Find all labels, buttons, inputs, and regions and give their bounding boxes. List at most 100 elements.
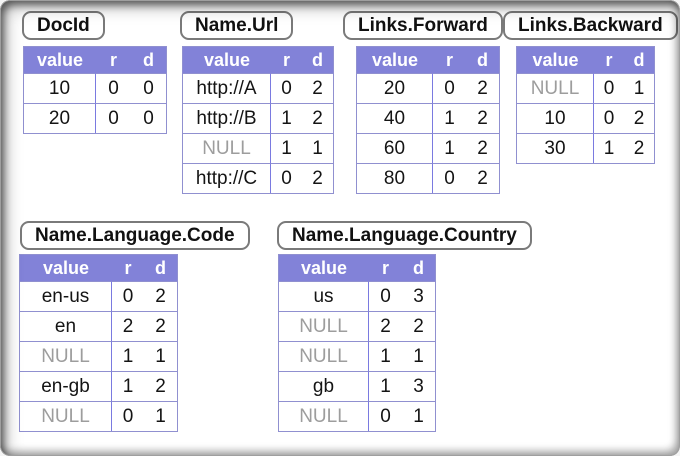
column-header-r: r (112, 255, 144, 281)
column-header-value: value (517, 47, 594, 73)
cell-value: 20 (24, 103, 96, 133)
cell-d: 2 (144, 311, 177, 341)
cell-d: 1 (624, 73, 654, 103)
cell-value: 80 (357, 163, 433, 193)
cell-r: 0 (96, 103, 131, 133)
table-links-forward: value r d 20 0 2 40 1 2 60 1 2 80 0 2 (356, 46, 500, 194)
column-header-r: r (96, 47, 131, 73)
cell-d: 2 (144, 371, 177, 401)
table-links-backward: value r d NULL 0 1 10 0 2 30 1 2 (516, 46, 655, 164)
cell-d: 2 (624, 103, 654, 133)
table-label-name-url: Name.Url (180, 11, 294, 40)
cell-d: 0 (131, 73, 166, 103)
cell-value: 30 (517, 133, 594, 163)
cell-r: 1 (594, 133, 624, 163)
column-header-value: value (24, 47, 96, 73)
cell-value: NULL (517, 73, 594, 103)
cell-d: 2 (302, 73, 333, 103)
cell-d: 0 (131, 103, 166, 133)
cell-r: 1 (433, 133, 466, 163)
cell-d: 2 (302, 103, 333, 133)
cell-value: NULL (279, 401, 369, 431)
cell-d: 2 (624, 133, 654, 163)
cell-r: 1 (271, 133, 302, 163)
column-header-d: d (466, 47, 499, 73)
cell-value: http://B (183, 103, 271, 133)
cell-value: NULL (279, 341, 369, 371)
cell-r: 0 (594, 103, 624, 133)
cell-r: 1 (369, 371, 402, 401)
cell-r: 0 (112, 401, 144, 431)
cell-r: 0 (433, 163, 466, 193)
cell-d: 1 (302, 133, 333, 163)
cell-value: gb (279, 371, 369, 401)
cell-d: 1 (402, 401, 435, 431)
cell-d: 2 (402, 311, 435, 341)
cell-value: http://C (183, 163, 271, 193)
cell-r: 0 (271, 163, 302, 193)
cell-d: 2 (466, 133, 499, 163)
table-name-language-country: value r d us 0 3 NULL 2 2 NULL 1 1 gb 1 3 NULL 0 1 (278, 254, 436, 432)
cell-d: 2 (466, 73, 499, 103)
column-header-value: value (20, 255, 112, 281)
table-label-name-language-code: Name.Language.Code (20, 221, 250, 250)
cell-value: 10 (517, 103, 594, 133)
column-header-r: r (433, 47, 466, 73)
cell-d: 3 (402, 281, 435, 311)
cell-d: 1 (402, 341, 435, 371)
cell-r: 1 (369, 341, 402, 371)
column-header-r: r (369, 255, 402, 281)
column-header-r: r (594, 47, 624, 73)
column-header-r: r (271, 47, 302, 73)
column-header-d: d (302, 47, 333, 73)
table-label-name-language-country: Name.Language.Country (277, 221, 532, 250)
cell-r: 0 (271, 73, 302, 103)
cell-value: 10 (24, 73, 96, 103)
cell-value: en-us (20, 281, 112, 311)
cell-r: 0 (112, 281, 144, 311)
cell-d: 3 (402, 371, 435, 401)
table-name-language-code: value r d en-us 0 2 en 2 2 NULL 1 1 en-gb 1 2 NULL 0 1 (19, 254, 178, 432)
cell-d: 1 (144, 401, 177, 431)
cell-r: 1 (112, 371, 144, 401)
cell-d: 1 (144, 341, 177, 371)
column-header-d: d (624, 47, 654, 73)
cell-r: 0 (369, 281, 402, 311)
cell-value: 60 (357, 133, 433, 163)
column-header-value: value (183, 47, 271, 73)
cell-value: http://A (183, 73, 271, 103)
cell-r: 2 (112, 311, 144, 341)
column-header-d: d (144, 255, 177, 281)
cell-r: 0 (594, 73, 624, 103)
cell-value: en-gb (20, 371, 112, 401)
table-label-links-forward: Links.Forward (343, 11, 503, 40)
cell-value: NULL (20, 401, 112, 431)
column-header-d: d (402, 255, 435, 281)
cell-r: 2 (369, 311, 402, 341)
cell-r: 1 (433, 103, 466, 133)
table-name-url: value r d http://A 0 2 http://B 1 2 NULL 1 1 http… (182, 46, 334, 194)
cell-r: 1 (112, 341, 144, 371)
cell-value: us (279, 281, 369, 311)
cell-r: 0 (369, 401, 402, 431)
cell-d: 2 (466, 103, 499, 133)
table-label-docid: DocId (22, 11, 105, 40)
cell-value: 40 (357, 103, 433, 133)
cell-value: NULL (183, 133, 271, 163)
cell-value: en (20, 311, 112, 341)
table-label-links-backward: Links.Backward (503, 11, 678, 40)
cell-value: NULL (20, 341, 112, 371)
column-header-d: d (131, 47, 166, 73)
cell-d: 2 (466, 163, 499, 193)
cell-r: 0 (433, 73, 466, 103)
cell-d: 2 (302, 163, 333, 193)
column-header-value: value (279, 255, 369, 281)
cell-value: 20 (357, 73, 433, 103)
column-header-value: value (357, 47, 433, 73)
cell-value: NULL (279, 311, 369, 341)
table-docid: value r d 10 0 0 20 0 0 (23, 46, 167, 134)
cell-r: 1 (271, 103, 302, 133)
cell-d: 2 (144, 281, 177, 311)
cell-r: 0 (96, 73, 131, 103)
